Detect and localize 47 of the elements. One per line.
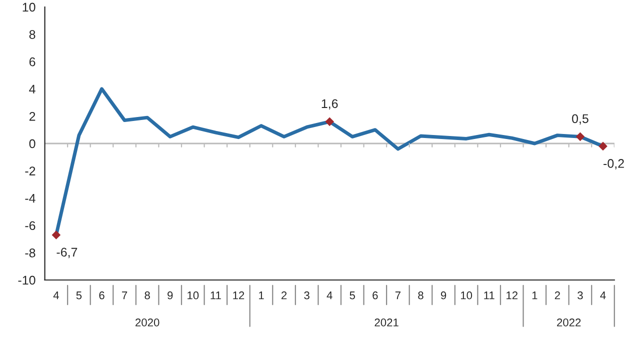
x-tick-label: 10 (188, 291, 199, 300)
x-tick-label: 6 (99, 291, 104, 300)
point (576, 132, 584, 141)
x-tick-label: 5 (76, 292, 82, 300)
text: 2020 (136, 318, 160, 326)
data-label: 1,6 (322, 99, 338, 110)
text: 2021 (374, 318, 398, 326)
data-label: -0,2 (604, 159, 624, 170)
y-tick-label: -4 (25, 194, 36, 203)
x-tick-label: 7 (122, 292, 128, 300)
data-label: -6,7 (56, 248, 78, 258)
x-tick-label: 8 (418, 291, 424, 300)
y-tick-label: -8 (25, 248, 36, 258)
x-tick-label: 2 (282, 291, 287, 300)
x-tick-label: 8 (144, 291, 150, 300)
y-tick-label: 0 (29, 139, 36, 148)
x-tick-label: 3 (304, 291, 310, 300)
x-tick-label: 4 (53, 292, 59, 300)
point (598, 142, 608, 150)
x-tick-label: 4 (600, 292, 606, 300)
x-tick-label: 1 (259, 292, 264, 300)
x-tick-label: 4 (326, 292, 332, 300)
x-tick-label: 2 (554, 291, 560, 300)
x-tick-label: 3 (578, 291, 583, 300)
y-tick-label: 4 (29, 84, 36, 94)
y-tick-label: -10 (18, 276, 36, 285)
x-tick-label: 1 (532, 292, 538, 300)
y-tick-label: -2 (25, 166, 36, 176)
y-tick-label: 10 (22, 2, 36, 12)
x-tick-label: 12 (506, 291, 518, 300)
x-tick-label: 11 (210, 292, 221, 300)
x-tick-label: 6 (372, 291, 378, 300)
y-tick-label: 8 (29, 30, 36, 39)
x-tick-label: 10 (460, 291, 472, 300)
y-tick-label: 2 (29, 112, 36, 121)
point (52, 230, 60, 240)
x-tick-label: 7 (395, 292, 400, 300)
y-tick-label: 6 (29, 57, 36, 66)
data-label: 0,5 (572, 114, 588, 125)
x-tick-label: 11 (484, 292, 494, 300)
x-tick-label: 9 (168, 291, 173, 300)
x-tick-label: 9 (440, 291, 446, 300)
text: 2022 (557, 318, 581, 326)
y-tick-label: -6 (25, 221, 36, 230)
point (325, 118, 334, 126)
x-tick-label: 5 (350, 292, 356, 300)
x-tick-label: 12 (233, 291, 244, 300)
